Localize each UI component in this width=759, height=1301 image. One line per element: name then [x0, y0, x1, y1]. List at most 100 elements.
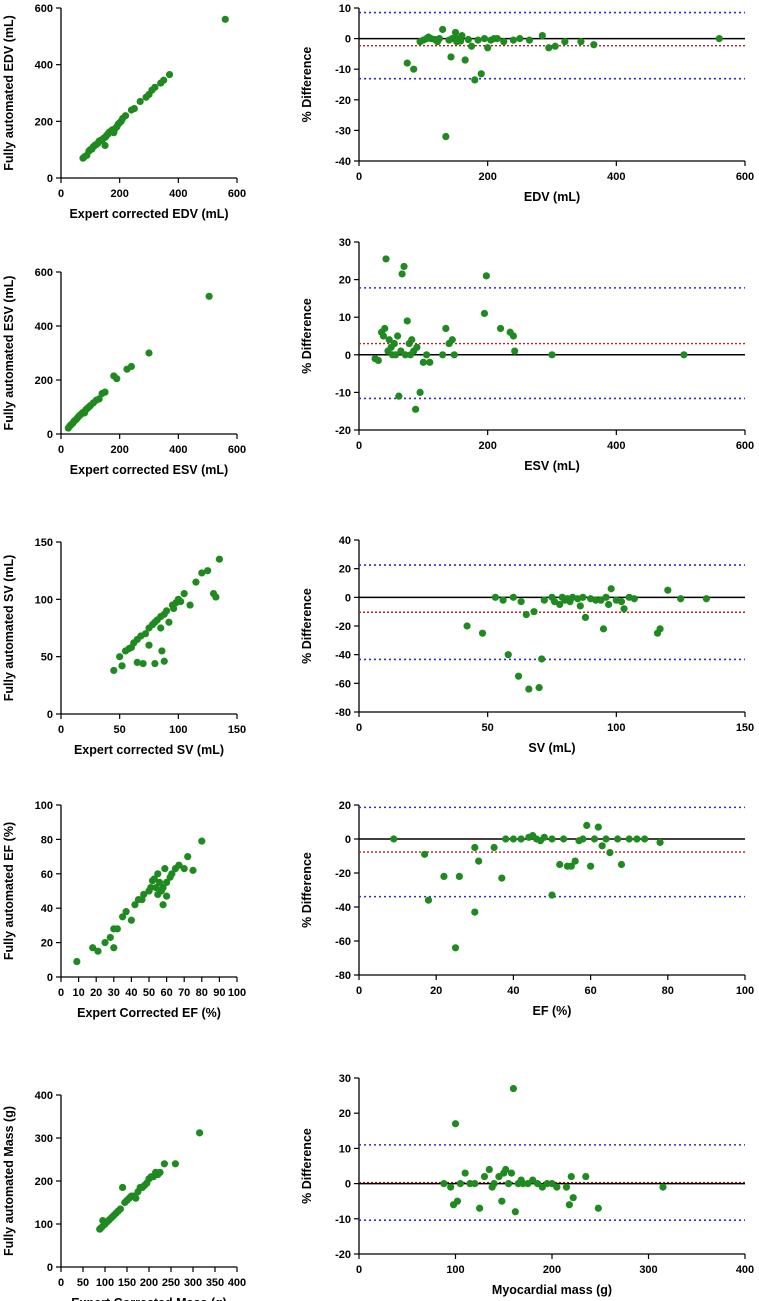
data-point	[538, 655, 546, 663]
y-tick-label: -10	[335, 387, 351, 399]
data-point	[177, 598, 185, 606]
data-point	[499, 596, 507, 604]
data-point	[94, 947, 102, 955]
data-point	[680, 351, 688, 359]
data-point	[458, 31, 466, 40]
data-point	[569, 1194, 577, 1202]
data-point	[158, 647, 166, 655]
x-tick-label: 100	[446, 1264, 464, 1276]
data-point	[456, 1180, 464, 1188]
x-tick-label: 0	[58, 188, 64, 200]
y-tick-label: 10	[339, 312, 351, 324]
y-tick-label: 40	[339, 535, 351, 547]
y-tick-label: 100	[35, 1219, 53, 1231]
data-point	[617, 860, 626, 869]
data-point	[196, 1129, 204, 1137]
data-point	[509, 593, 517, 601]
data-point	[548, 891, 556, 899]
y-axis-title: % Difference	[300, 298, 314, 374]
data-point	[150, 875, 158, 883]
x-tick-label: 150	[228, 724, 246, 736]
data-point	[530, 608, 538, 616]
x-tick-label: 200	[110, 188, 128, 200]
y-tick-label: -10	[335, 64, 351, 76]
data-point	[382, 255, 390, 263]
data-point	[410, 65, 418, 73]
data-point	[507, 1169, 516, 1177]
data-point	[192, 578, 200, 586]
y-tick-label: 30	[339, 1073, 351, 1085]
data-point	[656, 838, 664, 847]
x-tick-label: 80	[196, 987, 208, 999]
data-point	[119, 1183, 127, 1192]
data-point	[398, 270, 406, 278]
data-point	[509, 835, 517, 843]
data-point	[502, 835, 510, 843]
data-point	[130, 104, 138, 113]
data-point	[145, 641, 153, 649]
x-axis-title: Expert corrected ESV (mL)	[70, 463, 228, 477]
data-point	[606, 849, 614, 857]
data-point	[160, 76, 168, 84]
y-axis-title: % Difference	[300, 1128, 314, 1204]
x-tick-label: 250	[162, 1277, 180, 1289]
data-point	[198, 837, 206, 845]
y-tick-label: -40	[335, 156, 351, 168]
x-tick-label: 0	[58, 724, 64, 736]
data-point	[163, 892, 171, 900]
data-point	[403, 59, 411, 67]
data-point	[448, 336, 456, 344]
data-point	[133, 658, 141, 667]
y-tick-label: 10	[339, 1143, 351, 1155]
data-point	[664, 586, 672, 594]
mass-corr-panel: 0 50 100 150 200 250 300 350 400 0 100 200 300 400 Exp…	[2, 1090, 246, 1301]
data-point	[571, 857, 579, 865]
data-point	[559, 835, 568, 843]
data-point	[516, 35, 524, 43]
data-point	[548, 351, 556, 359]
data-point	[160, 657, 168, 665]
data-point	[116, 653, 124, 661]
data-point	[73, 957, 81, 966]
data-point	[175, 861, 183, 869]
data-point	[403, 317, 411, 325]
y-tick-label: 300	[35, 1133, 53, 1145]
data-point	[147, 883, 155, 892]
data-point	[551, 42, 559, 50]
x-tick-label: 0	[58, 987, 64, 999]
data-point	[395, 392, 403, 400]
data-point	[426, 358, 434, 366]
y-tick-label: 100	[35, 594, 53, 606]
data-point	[540, 596, 548, 604]
sv-corr-panel: 0 50 100 150 0 50 100 150 Expert corrected SV (m…	[2, 537, 246, 757]
data-point	[163, 878, 171, 887]
data-point	[592, 596, 600, 604]
data-point	[522, 610, 530, 619]
data-point	[490, 1180, 498, 1188]
data-point	[517, 598, 525, 606]
x-axis-title: EF (%)	[533, 1004, 572, 1018]
data-point	[447, 53, 455, 61]
x-tick-label: 100	[736, 985, 754, 997]
data-point	[474, 36, 482, 44]
data-point	[702, 595, 711, 603]
data-point	[110, 666, 118, 675]
data-point	[498, 1197, 506, 1205]
y-tick-label: 0	[47, 429, 53, 441]
y-tick-label: 60	[41, 869, 53, 881]
data-point	[394, 332, 402, 340]
x-tick-label: 600	[228, 444, 246, 456]
data-point	[447, 1183, 455, 1191]
x-tick-label: 200	[478, 171, 496, 183]
y-tick-label: 200	[35, 1176, 53, 1188]
x-tick-label: 50	[77, 1277, 89, 1289]
x-tick-label: 40	[125, 987, 137, 999]
x-tick-label: 400	[228, 1277, 246, 1289]
data-point	[511, 347, 519, 355]
data-point	[184, 853, 192, 861]
x-tick-label: 300	[184, 1277, 202, 1289]
y-tick-label: 400	[35, 321, 53, 333]
data-point	[400, 262, 408, 271]
data-point	[156, 1168, 164, 1176]
data-point	[127, 916, 135, 924]
